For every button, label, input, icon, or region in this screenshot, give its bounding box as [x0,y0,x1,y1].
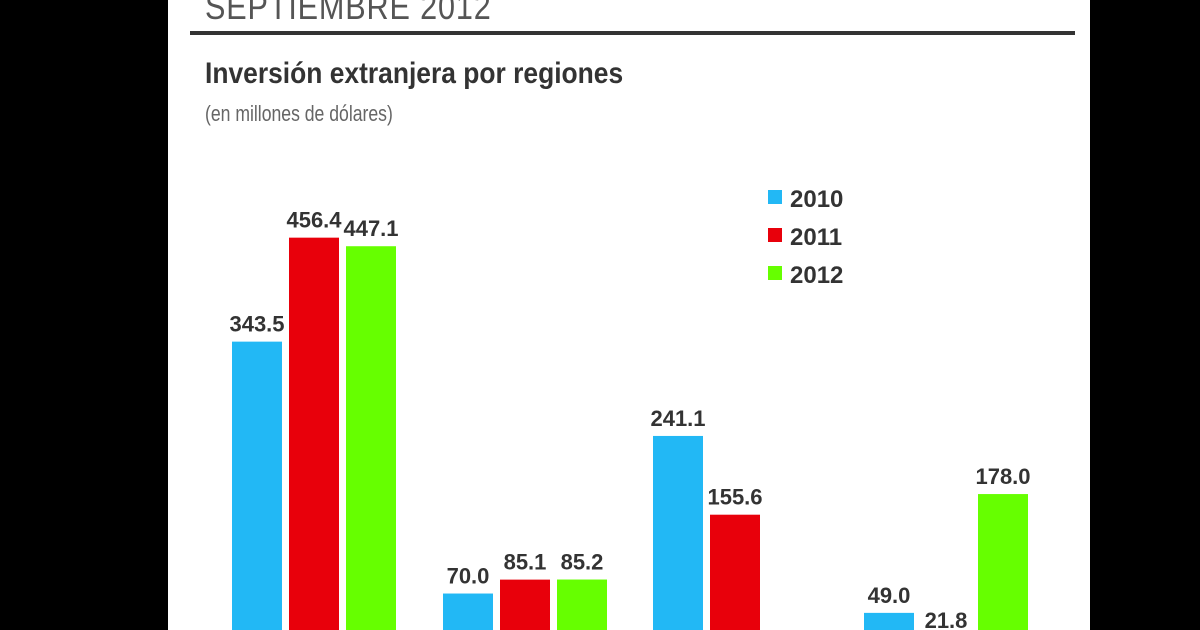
header-date: SEPTIEMBRE 2012 [205,0,492,27]
data-label: 178.0 [975,464,1030,489]
bar-2012-group-4 [978,494,1028,630]
bar-2010-group-2 [443,593,493,630]
data-label: 155.6 [707,485,762,510]
data-label: 1.0 [777,627,808,630]
legend-label-2011: 2011 [790,224,842,251]
chart-subtitle: (en millones de dólares) [205,101,393,126]
legend-label-2012: 2012 [790,262,843,289]
data-label: 21.8 [925,608,968,630]
legend-swatch-2010 [768,190,782,204]
bar-2011-group-1 [289,237,339,630]
chart-title: Inversión extranjera por regiones [205,57,624,90]
bar-2010-group-4 [864,612,914,630]
data-label: 49.0 [868,583,911,608]
data-label: 241.1 [650,406,705,431]
data-label: 85.2 [561,550,604,575]
data-label: 456.4 [286,208,342,233]
legend-swatch-2012 [768,266,782,280]
bar-2010-group-3 [653,435,703,630]
data-label: 70.0 [447,564,490,589]
legend-label-2010: 2010 [790,186,843,213]
data-label: 85.1 [504,550,547,575]
data-label: 447.1 [343,216,398,241]
bar-2011-group-3 [710,514,760,630]
legend-swatch-2011 [768,228,782,242]
bar-2012-group-2 [557,579,607,630]
bar-2011-group-2 [500,579,550,630]
data-label: 343.5 [229,312,284,337]
header-rule [190,31,1075,35]
bar-2012-group-1 [346,246,396,630]
bar-2010-group-1 [232,341,282,630]
